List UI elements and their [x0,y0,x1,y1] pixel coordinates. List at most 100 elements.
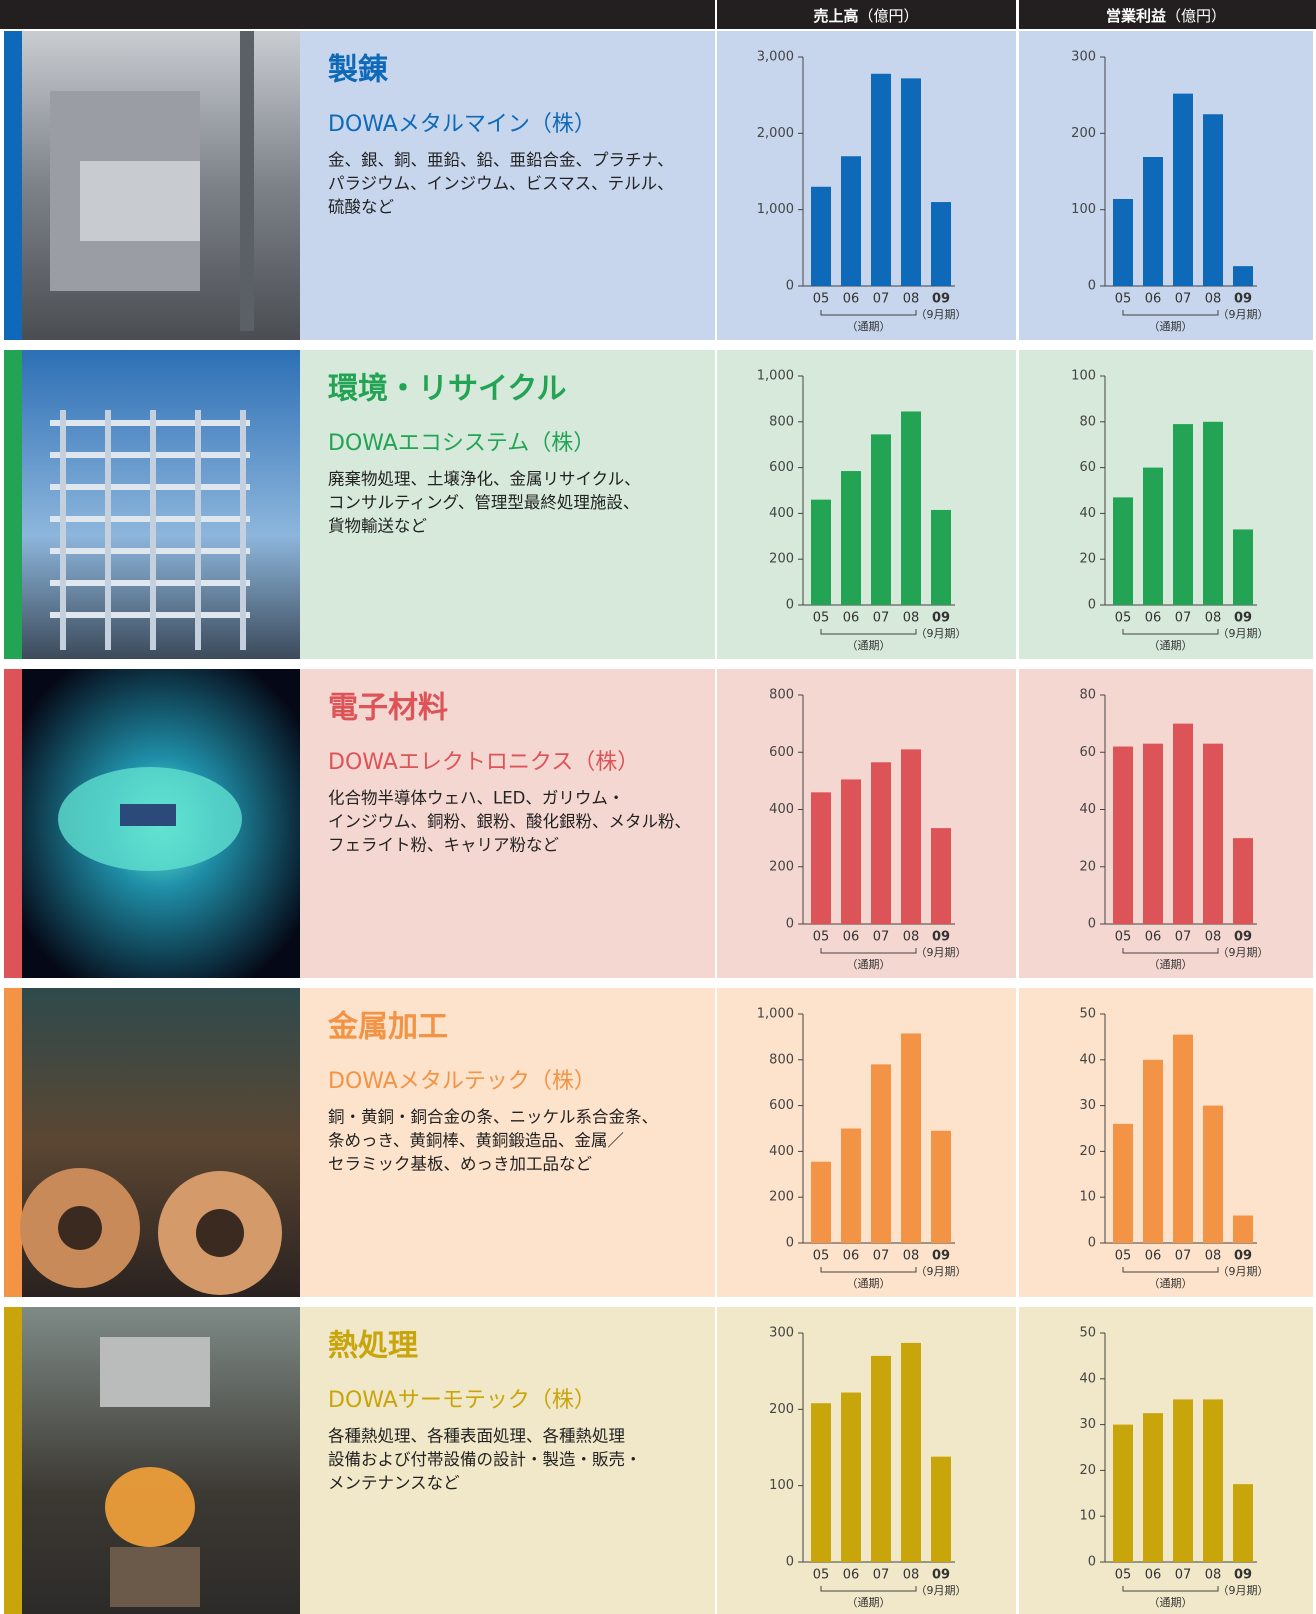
y-tick-label: 2,000 [757,126,794,141]
x-tick-label: 08 [1205,292,1222,307]
bar [811,1403,831,1562]
description-line: 廃棄物処理、土壌浄化、金属リサイクル、 [328,470,641,489]
header-divider [715,0,717,29]
bar [1143,744,1163,924]
bar [811,187,831,286]
y-tick-label: 200 [1071,126,1096,141]
photo [20,988,300,1297]
y-tick-label: 200 [769,1190,794,1205]
bar [1173,724,1193,924]
description-line: 設備および付帯設備の設計・製造・販売・ [328,1450,642,1469]
bar [811,500,831,605]
bar [1203,1106,1223,1243]
x-tick-label: 06 [843,930,860,945]
photo-shape [100,1337,210,1407]
period-note: （通期） [847,639,891,652]
y-tick-label: 10 [1079,1509,1096,1524]
bar [871,434,891,605]
y-tick-label: 1,000 [757,1007,794,1022]
photo [22,31,300,340]
x-tick-label: 09 [1234,292,1252,307]
y-tick-label: 0 [786,1555,794,1570]
period-note: （通期） [847,1277,891,1290]
x-tick-label: 09 [932,292,950,307]
x-tick-label: 09 [932,930,950,945]
partial-note: （9月期） [916,946,967,959]
y-tick-label: 40 [1079,802,1096,817]
x-tick-label: 07 [1175,292,1192,307]
y-tick-label: 80 [1079,414,1096,429]
bar [1233,1484,1253,1562]
x-tick-label: 08 [1205,1249,1222,1264]
bar [811,1162,831,1243]
y-tick-label: 40 [1079,1052,1096,1067]
x-tick-label: 07 [1175,1249,1192,1264]
x-tick-label: 05 [813,1568,830,1583]
bar [1203,422,1223,605]
segment-title: 金属加工 [327,1010,448,1045]
company-name: DOWAエコシステム（株） [328,431,595,456]
description-line: インジウム、銅粉、銀粉、酸化銀粉、メタル粉、 [328,812,691,831]
header-unit: （億円） [1166,7,1226,25]
bar [1113,747,1133,924]
y-tick-label: 200 [769,552,794,567]
bar [1143,1413,1163,1562]
bar [931,828,951,924]
description-line: メンテナンスなど [328,1474,460,1493]
x-tick-label: 05 [813,1249,830,1264]
y-tick-label: 30 [1079,1098,1096,1113]
description-line: 銅・黄銅・銅合金の条、ニッケル系合金条、 [328,1108,658,1127]
x-tick-label: 05 [1115,1568,1132,1583]
description-line: 金、銀、銅、亜鉛、鉛、亜鉛合金、プラチナ、 [328,151,674,170]
bar [901,78,921,286]
segment-title: 電子材料 [328,691,448,726]
x-tick-label: 05 [813,611,830,626]
bar [1233,1216,1253,1243]
bar [841,156,861,286]
photo-shape [196,1209,244,1257]
x-tick-label: 06 [843,1568,860,1583]
bar [1173,1399,1193,1562]
y-tick-label: 800 [769,414,794,429]
bar [1173,424,1193,605]
x-tick-label: 08 [1205,611,1222,626]
period-note: （通期） [1149,1277,1193,1290]
stripe [4,988,22,1297]
sales-header: 売上高（億円） [813,7,918,25]
bar [871,74,891,286]
partial-note: （9月期） [916,1265,967,1278]
description-line: 各種熱処理、各種表面処理、各種熱処理 [328,1427,625,1446]
bar [811,792,831,924]
y-tick-label: 30 [1079,1417,1096,1432]
photo-shape [58,1206,102,1250]
y-tick-label: 0 [786,279,794,294]
stripe [4,1307,22,1614]
partial-note: （9月期） [1218,946,1269,959]
bar [931,510,951,605]
y-tick-label: 1,000 [757,369,794,384]
photo [22,1307,300,1614]
photo-shape [240,31,254,331]
y-tick-label: 100 [769,1478,794,1493]
x-tick-label: 05 [1115,930,1132,945]
y-tick-label: 60 [1079,460,1096,475]
company-name: DOWAメタルマイン（株） [328,112,596,137]
header-unit: （億円） [859,7,919,25]
x-tick-label: 08 [903,292,920,307]
x-tick-label: 07 [873,1568,890,1583]
bar [931,202,951,286]
chart-panel [1019,988,1313,1297]
x-tick-label: 07 [873,1249,890,1264]
x-tick-label: 08 [1205,930,1222,945]
x-tick-label: 06 [843,292,860,307]
bar [1143,1060,1163,1243]
x-tick-label: 06 [1145,1568,1162,1583]
y-tick-label: 600 [769,745,794,760]
y-tick-label: 20 [1079,1144,1096,1159]
x-tick-label: 08 [903,611,920,626]
y-tick-label: 400 [769,802,794,817]
partial-note: （9月期） [1218,308,1269,321]
bar [1113,1124,1133,1243]
y-tick-label: 80 [1079,688,1096,703]
photo [22,669,300,978]
